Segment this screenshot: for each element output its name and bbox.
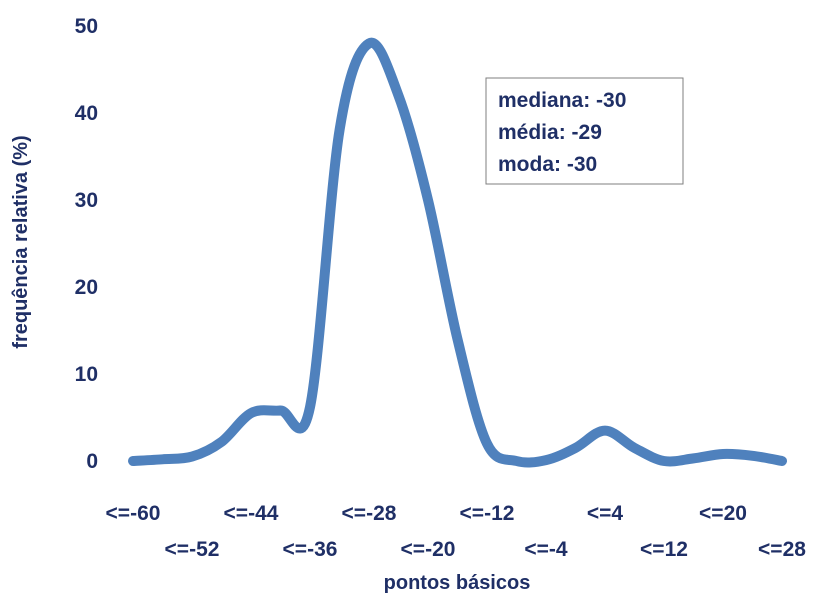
stat-median: mediana: -30 xyxy=(498,89,626,112)
stats-box: mediana: -30 média: -29 moda: -30 xyxy=(485,77,684,185)
stat-mode: moda: -30 xyxy=(498,153,597,176)
x-tick-label: <=-36 xyxy=(283,538,338,561)
y-tick-label: 10 xyxy=(75,363,98,386)
x-axis-title: pontos básicos xyxy=(384,572,531,594)
y-tick-label: 40 xyxy=(75,102,98,125)
x-tick-label: <=28 xyxy=(758,538,806,561)
x-tick-label: <=-12 xyxy=(460,502,515,525)
x-tick-label: <=-4 xyxy=(524,538,568,561)
y-tick-labels: 0 10 20 30 40 50 xyxy=(75,15,98,473)
x-tick-label: <=-28 xyxy=(342,502,397,525)
x-tick-labels: <=-60<=-52<=-44<=-36<=-28<=-20<=-12 <=-4 <… xyxy=(106,502,807,561)
y-tick-label: 0 xyxy=(86,450,98,473)
x-tick-label: <=12 xyxy=(640,538,688,561)
stat-mean: média: -29 xyxy=(498,121,602,144)
y-tick-label: 50 xyxy=(75,15,98,38)
series-line xyxy=(128,37,787,468)
y-tick-label: 20 xyxy=(75,276,98,299)
y-tick-label: 30 xyxy=(75,189,98,212)
y-axis-title: frequência relativa (%) xyxy=(10,135,32,348)
x-tick-label: <=4 xyxy=(587,502,624,525)
x-tick-label: <=-20 xyxy=(401,538,456,561)
x-tick-label: <=-52 xyxy=(165,538,220,561)
x-tick-label: <=20 xyxy=(699,502,747,525)
x-tick-label: <=-60 xyxy=(106,502,161,525)
x-tick-label: <=-44 xyxy=(224,502,279,525)
